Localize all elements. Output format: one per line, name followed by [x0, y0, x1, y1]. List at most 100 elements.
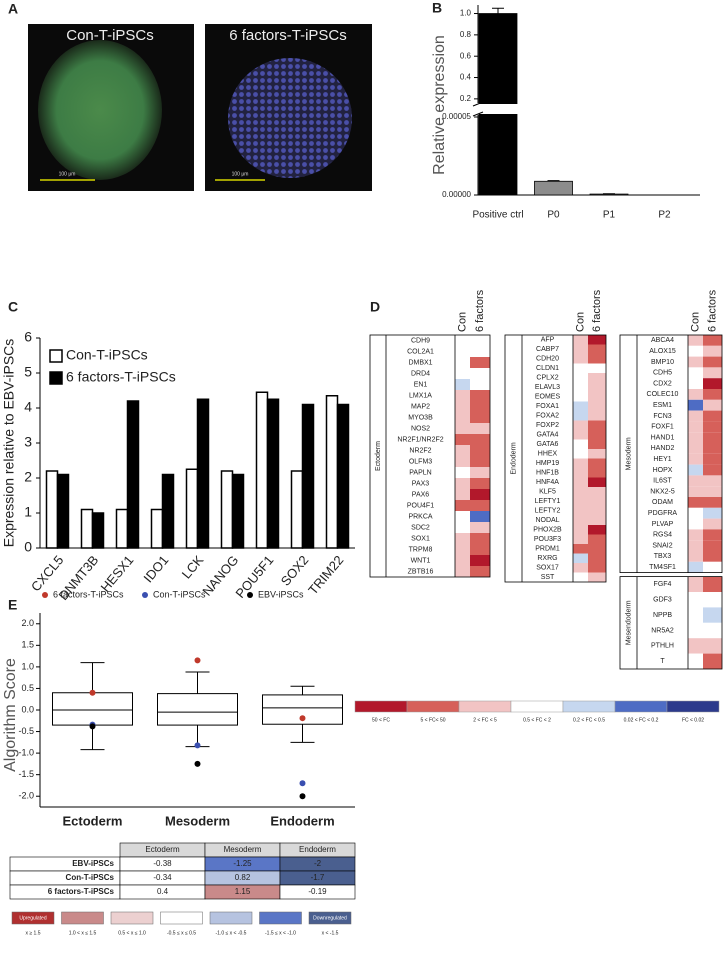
bar	[47, 471, 58, 548]
heat-cell	[573, 554, 588, 564]
heat-cell	[688, 454, 703, 465]
heat-cell	[573, 478, 588, 488]
gene-label: PDGFRA	[648, 510, 678, 517]
gene-label: HAND2	[651, 445, 675, 452]
heat-cell	[455, 423, 470, 434]
heat-cell	[688, 508, 703, 519]
gene-label: ODAM	[652, 499, 673, 506]
scale-swatch	[355, 701, 407, 712]
heat-cell	[573, 563, 588, 573]
heat-cell	[588, 364, 606, 374]
heat-cell	[588, 383, 606, 393]
heat-cell	[688, 551, 703, 562]
heat-cell	[573, 421, 588, 431]
heat-cell	[703, 551, 722, 562]
scale-swatch	[615, 701, 667, 712]
heat-cell	[470, 489, 490, 500]
scale-swatch	[563, 701, 615, 712]
heat-cell	[470, 522, 490, 533]
heat-cell	[588, 535, 606, 545]
heat-cell	[688, 421, 703, 432]
bar	[338, 405, 349, 549]
heat-cell	[455, 522, 470, 533]
heat-cell	[470, 390, 490, 401]
heat-cell	[573, 459, 588, 469]
scale-label: 50 < FC	[372, 717, 390, 723]
bar	[535, 181, 573, 195]
heat-cell	[688, 562, 703, 573]
gene-label: IL6ST	[653, 478, 672, 485]
table-row-label: Con-T-iPSCs	[66, 873, 115, 882]
gene-label: PRDM1	[535, 546, 560, 553]
legend-swatch	[111, 912, 153, 924]
gene-label: HNF4A	[536, 479, 559, 486]
heat-cell	[455, 379, 470, 390]
legend-swatch	[260, 912, 302, 924]
heat-cell	[455, 335, 470, 346]
heat-cell	[703, 443, 722, 454]
table-header-cell	[10, 843, 120, 857]
x-tick-label: SOX2	[278, 552, 312, 588]
heat-cell	[703, 454, 722, 465]
gene-label: FOXP2	[536, 422, 559, 429]
heat-cell	[588, 440, 606, 450]
gene-label: PAX3	[412, 480, 429, 487]
heat-cell	[573, 573, 588, 583]
heat-cell	[703, 623, 722, 638]
legend-range: -1.0 ≤ x < -0.5	[216, 930, 247, 936]
scale-swatch	[667, 701, 719, 712]
heat-cell	[588, 563, 606, 573]
heat-cell	[455, 478, 470, 489]
heat-cell	[470, 544, 490, 555]
y-tick-label: 0	[24, 539, 32, 555]
bar	[257, 392, 268, 548]
heat-cell	[688, 432, 703, 443]
panel-label: A	[8, 1, 18, 17]
heat-cell	[688, 411, 703, 422]
y-tick-label: 0.4	[460, 73, 472, 82]
heat-cell	[470, 423, 490, 434]
gene-label: HOPX	[653, 467, 673, 474]
y-tick-label: 0.8	[460, 30, 472, 39]
y-tick-label: 4	[24, 399, 32, 415]
y-tick-label: 0.0	[21, 704, 34, 714]
heat-cell	[588, 478, 606, 488]
bar	[163, 475, 174, 549]
gene-label: PAPLN	[409, 469, 431, 476]
gene-label: PLVAP	[652, 521, 674, 528]
heat-cell	[573, 487, 588, 497]
gene-label: NKX2-5	[650, 488, 675, 495]
gene-label: DRD4	[411, 370, 430, 377]
y-tick-label: 0.00000	[442, 190, 471, 199]
table-header: Endoderm	[299, 845, 336, 854]
y-tick-label: 2	[24, 469, 32, 485]
heat-cell	[688, 475, 703, 486]
gene-label: PAX6	[412, 491, 429, 498]
x-tick-label: Endoderm	[270, 813, 334, 828]
y-axis-label: Algorithm Score	[2, 658, 19, 772]
heat-cell	[455, 555, 470, 566]
heat-cell	[703, 465, 722, 476]
gene-label: NOS2	[411, 425, 430, 432]
heat-cell	[588, 497, 606, 507]
heat-cell	[588, 468, 606, 478]
gene-label: KLF5	[539, 489, 556, 496]
bar	[128, 401, 139, 548]
y-tick-label: -1.5	[18, 769, 34, 779]
heat-cell	[703, 607, 722, 622]
point	[195, 657, 201, 663]
heat-cell	[688, 335, 703, 346]
scale-label: 100 μm	[232, 171, 249, 177]
gene-label: CPLX2	[536, 375, 558, 382]
x-tick-label: TRIM22	[305, 552, 346, 597]
gene-label: SDC2	[411, 524, 430, 531]
gene-label: MYO3B	[408, 414, 433, 421]
gene-label: LEFTY1	[535, 498, 561, 505]
gene-label: FOXF1	[651, 424, 674, 431]
table-header: Mesoderm	[224, 845, 262, 854]
x-tick-label: IDO1	[140, 552, 171, 585]
panel-label: D	[370, 299, 380, 315]
gene-label: POU4F1	[407, 502, 434, 509]
bar	[303, 405, 314, 549]
heat-cell	[573, 392, 588, 402]
